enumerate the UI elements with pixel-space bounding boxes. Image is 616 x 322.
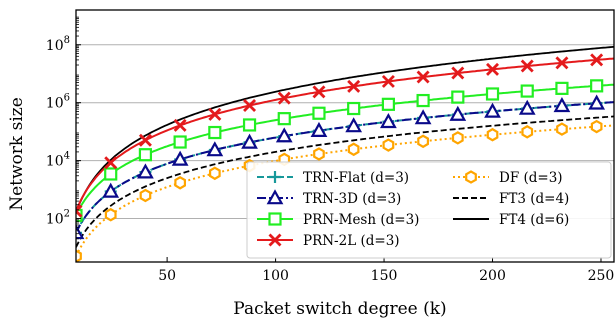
legend-box [246,161,612,259]
legend-marker-trn_flat [269,171,281,183]
marker-df [313,147,325,161]
marker-prn_mesh [173,135,187,149]
marker-df [451,131,464,145]
y-tick-label: 104 [46,151,70,170]
marker-prn_mesh [590,79,604,93]
marker-trn_3d [102,182,120,198]
series-line-ft4 [76,45,614,213]
marker-trn_3d [380,113,397,129]
marker-prn_2l [76,204,83,218]
marker-df [417,134,429,149]
marker-trn_3d [518,99,536,115]
x-tick-label: 200 [479,268,506,284]
marker-trn_3d [310,121,328,137]
marker-prn_2l [590,53,604,67]
x-tick-label: 250 [588,268,615,284]
marker-prn_2l [451,66,465,80]
marker-prn_2l [138,133,152,147]
marker-df [556,122,568,136]
legend: TRN-Flat (d=3) TRN-3D (d=3) PRN-Mesh (d=3)… [246,161,612,259]
marker-trn_3d [171,150,189,166]
marker-trn_3d [588,94,606,110]
x-tick-label: 50 [158,268,176,284]
marker-df [104,207,117,222]
marker-df [209,166,221,181]
marker-prn_mesh [277,112,291,126]
marker-prn_2l [520,59,534,73]
marker-prn_mesh [312,106,326,120]
marker-prn_2l [347,79,361,93]
marker-df [521,125,534,139]
marker-trn_3d [553,97,571,113]
marker-df [139,188,152,203]
marker-prn_2l [173,118,187,132]
legend-label-ft3: FT3 (d=4) [499,191,569,207]
marker-prn_2l [486,62,500,76]
legend-label-ft4: FT4 (d=6) [499,212,569,228]
marker-df [382,138,395,152]
x-axis-label: Packet switch degree (k) [233,299,446,319]
legend-label-prn_2l: PRN-2L (d=3) [303,233,400,249]
y-tick-label: 102 [46,209,70,228]
marker-df [486,127,499,142]
legend-label-df: DF (d=3) [499,170,563,186]
marker-prn_mesh [451,90,465,104]
y-tick-label: 106 [46,93,70,112]
marker-trn_3d [275,127,293,143]
marker-prn_2l [243,99,257,113]
series-line-prn_2l [76,57,614,212]
marker-prn_mesh [242,118,257,132]
marker-prn_mesh [208,125,222,140]
marker-prn_mesh [555,81,569,95]
series-line-ft3 [76,115,614,248]
legend-label-prn_mesh: PRN-Mesh (d=3) [303,212,419,228]
marker-prn_mesh [138,148,153,162]
legend-marker-prn_mesh [268,212,282,226]
marker-df [76,249,82,262]
marker-prn_2l [208,107,222,121]
legend-label-trn_3d: TRN-3D (d=3) [303,191,401,207]
marker-trn_3d [449,105,467,121]
marker-prn_2l [555,56,569,70]
marker-prn_mesh [347,101,361,116]
marker-prn_mesh [381,97,395,111]
marker-trn_3d [76,224,85,240]
marker-prn_2l [381,74,395,88]
y-axis-label: Network size [7,97,27,211]
legend-marker-prn_2l [268,233,282,247]
marker-trn_3d [484,102,501,118]
marker-prn_2l [312,85,326,99]
marker-prn_mesh [520,84,534,98]
legend-label-trn_flat: TRN-Flat (d=3) [303,170,409,186]
marker-df [590,119,603,134]
marker-prn_2l [277,91,291,105]
marker-df [174,176,186,190]
marker-prn_mesh [416,93,430,108]
marker-trn_3d [241,133,258,149]
marker-trn_3d [137,163,154,179]
marker-prn_mesh [104,167,118,181]
marker-trn_3d [414,109,432,125]
marker-prn_2l [416,70,430,84]
marker-prn_mesh [485,87,500,101]
legend-marker-df [465,170,477,184]
marker-df [347,142,360,157]
marker-trn_3d [206,141,224,157]
marker-trn_3d [345,117,363,133]
x-tick-label: 150 [371,268,398,284]
y-tick-label: 108 [46,35,70,54]
legend-marker-trn_3d [266,189,284,205]
x-tick-label: 100 [262,268,289,284]
marker-prn_2l [104,156,118,170]
